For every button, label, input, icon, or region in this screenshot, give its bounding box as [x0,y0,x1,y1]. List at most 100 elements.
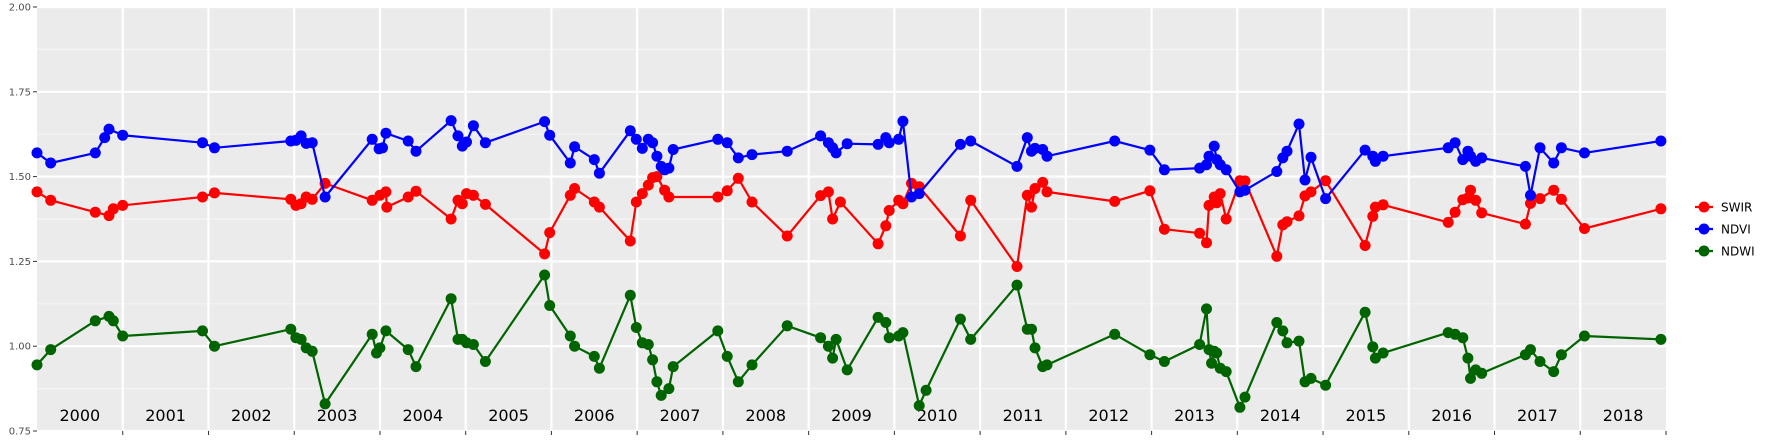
data-point [1201,237,1212,249]
data-point [380,127,392,139]
year-label: 2003 [317,406,358,425]
data-point [1109,135,1121,147]
data-point [1293,210,1305,222]
data-point [1239,184,1251,196]
data-point [1026,323,1037,335]
data-point [380,325,392,337]
data-point [1476,367,1488,379]
data-point [815,332,827,344]
data-point [588,350,600,362]
data-point [1026,201,1037,213]
data-point [117,129,129,141]
data-point [117,199,129,211]
data-point [89,147,101,159]
data-point [374,342,386,354]
data-point [1234,401,1246,413]
data-point [1194,339,1206,350]
data-point [1548,366,1560,378]
data-point [630,196,642,208]
data-point [593,362,605,374]
data-point [1281,145,1293,157]
data-point [479,137,491,149]
year-label: 2007 [660,406,701,425]
data-point [1449,206,1461,218]
data-point [1534,193,1546,205]
data-point [1208,140,1220,152]
data-point [1201,159,1212,171]
data-point [1320,193,1332,205]
data-point [1457,332,1469,344]
year-label: 2009 [831,406,872,425]
data-point [1299,174,1311,186]
data-point [1525,344,1536,356]
data-point [897,198,909,210]
y-tick-label: 1.25 [9,257,31,268]
minor-grid [37,48,1666,390]
data-point [1305,372,1317,384]
data-point [897,115,909,127]
data-point [366,328,378,340]
y-tick-label: 0.75 [9,427,31,438]
data-point [830,147,842,159]
data-point [1320,379,1332,391]
data-point [479,198,491,210]
data-point [880,220,892,232]
data-point [197,191,208,203]
data-point [630,133,642,145]
data-point [107,203,119,215]
data-point [965,194,977,206]
y-tick-label: 1.00 [9,342,31,353]
data-point [721,137,733,149]
data-point [893,133,905,145]
data-point [1519,160,1531,172]
data-point [1293,335,1305,347]
data-point [1377,347,1389,359]
data-point [1144,144,1156,156]
data-point [593,201,605,213]
data-point [630,322,642,333]
data-point [445,115,457,127]
data-point [883,205,895,216]
data-point [1519,218,1531,230]
data-point [1211,197,1223,209]
data-point [544,300,556,311]
data-point [1579,147,1590,159]
data-point [402,191,414,203]
data-point [1206,357,1218,369]
data-point [593,167,605,179]
data-point [1449,137,1461,149]
data-point [456,198,468,210]
data-point [380,186,392,198]
legend-label: NDVI [1721,223,1751,237]
data-point [655,389,667,401]
data-point [1144,185,1156,197]
data-point [1655,135,1667,147]
data-point [1220,366,1232,378]
data-point [1158,356,1170,367]
data-point [1555,349,1567,361]
data-point [1021,132,1033,144]
data-point [1293,118,1305,130]
legend-label: SWIR [1721,201,1752,215]
data-point [642,339,654,350]
data-point [721,350,733,362]
data-point [712,191,724,203]
year-label: 2006 [574,406,615,425]
data-point [45,344,57,356]
data-point [117,330,129,342]
year-label: 2015 [1346,406,1387,425]
data-point [954,230,966,242]
year-label: 2011 [1003,406,1044,425]
data-point [1320,175,1332,187]
data-point [544,129,556,141]
data-point [712,325,724,337]
data-point [883,137,895,149]
data-point [624,235,636,247]
data-point [1011,261,1023,272]
data-point [306,193,318,205]
data-point [663,191,675,203]
data-point [410,145,422,157]
data-point [954,138,966,150]
data-point [1548,157,1560,169]
data-point [1579,223,1590,234]
